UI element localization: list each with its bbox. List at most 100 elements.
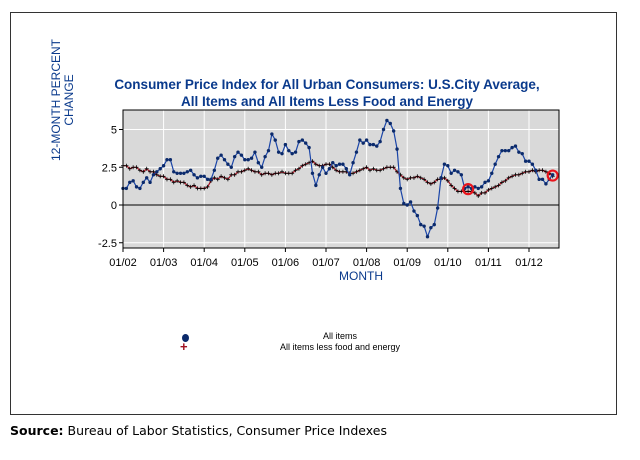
data-point — [425, 235, 430, 239]
data-point — [449, 183, 454, 188]
data-point — [182, 171, 186, 175]
data-point — [476, 193, 481, 198]
data-point — [310, 171, 315, 175]
data-point — [452, 168, 457, 172]
data-point — [273, 171, 278, 176]
data-point — [334, 168, 339, 173]
data-point — [259, 172, 264, 177]
data-point — [175, 178, 180, 183]
data-point — [331, 161, 335, 165]
data-point — [334, 164, 338, 168]
x-tick-label: 01/06 — [272, 257, 300, 269]
data-point — [340, 169, 345, 174]
data-point — [479, 190, 484, 195]
data-point — [155, 170, 159, 174]
data-point — [266, 171, 271, 176]
data-point — [351, 171, 356, 176]
data-point — [219, 153, 223, 157]
data-point — [513, 144, 518, 148]
data-point — [455, 189, 460, 194]
data-point — [239, 153, 244, 157]
data-point — [181, 180, 186, 185]
data-point — [445, 178, 450, 183]
data-point — [280, 151, 284, 156]
data-point — [138, 186, 142, 191]
data-point — [496, 154, 501, 159]
data-point — [161, 164, 166, 168]
x-tick-label: 01/08 — [353, 257, 381, 269]
data-point — [503, 178, 508, 183]
data-point — [496, 183, 501, 188]
highlight-circle — [462, 183, 475, 196]
data-point — [543, 169, 548, 174]
data-point — [249, 156, 254, 160]
plus-marker-icon: + — [180, 339, 188, 354]
data-point — [297, 139, 301, 144]
data-point — [199, 174, 203, 179]
data-point — [151, 173, 156, 177]
y-axis-ticks: -2.5 0 2.5 5 — [98, 125, 123, 250]
data-point — [354, 169, 359, 174]
data-point — [506, 175, 511, 180]
x-tick-label: 01/11 — [475, 257, 502, 269]
data-point — [361, 166, 366, 171]
data-point — [388, 121, 392, 126]
data-point — [283, 171, 288, 176]
data-point — [270, 132, 274, 136]
legend-item-core: + All items less food and energy — [175, 339, 435, 354]
data-point — [395, 147, 399, 151]
data-point — [141, 169, 146, 174]
data-point — [425, 180, 430, 185]
data-point — [530, 162, 535, 166]
data-point — [527, 159, 531, 163]
data-point — [523, 169, 528, 174]
data-point — [134, 185, 139, 189]
data-point — [287, 148, 291, 153]
data-point — [260, 165, 264, 169]
data-point — [172, 170, 176, 174]
data-point — [405, 203, 409, 207]
data-point — [432, 222, 436, 227]
data-point — [229, 165, 233, 169]
data-point — [466, 189, 471, 194]
data-point — [161, 174, 166, 179]
data-point — [513, 172, 518, 177]
source-label: Source: — [10, 423, 64, 438]
data-point — [371, 142, 376, 147]
data-point — [256, 169, 261, 174]
data-point — [137, 168, 142, 173]
data-point — [216, 156, 220, 160]
data-point — [347, 173, 352, 177]
data-point — [225, 177, 230, 182]
data-point — [385, 118, 389, 123]
data-point — [124, 186, 129, 191]
data-point — [202, 186, 207, 191]
data-point — [304, 141, 308, 145]
data-point — [276, 171, 281, 176]
data-point — [185, 170, 189, 174]
plot-area — [123, 110, 559, 248]
data-point — [411, 175, 416, 180]
data-point — [128, 180, 132, 185]
data-point — [550, 173, 555, 177]
data-point — [243, 158, 247, 162]
data-point — [520, 171, 525, 176]
data-point — [483, 190, 488, 195]
data-point — [449, 171, 453, 175]
data-point — [520, 151, 524, 156]
data-point — [398, 186, 403, 191]
legend-label: All items less food and energy — [279, 342, 401, 352]
data-point — [527, 169, 531, 174]
y-tick-label: -2.5 — [98, 238, 117, 250]
data-point — [324, 162, 328, 167]
grid-lines — [123, 110, 559, 248]
data-point — [337, 162, 342, 166]
data-point — [222, 158, 227, 162]
data-point — [131, 165, 136, 170]
data-point — [507, 148, 511, 153]
data-point — [435, 177, 440, 182]
data-point — [500, 148, 504, 153]
data-point — [510, 145, 514, 150]
data-point — [534, 168, 538, 172]
data-point — [324, 171, 328, 175]
